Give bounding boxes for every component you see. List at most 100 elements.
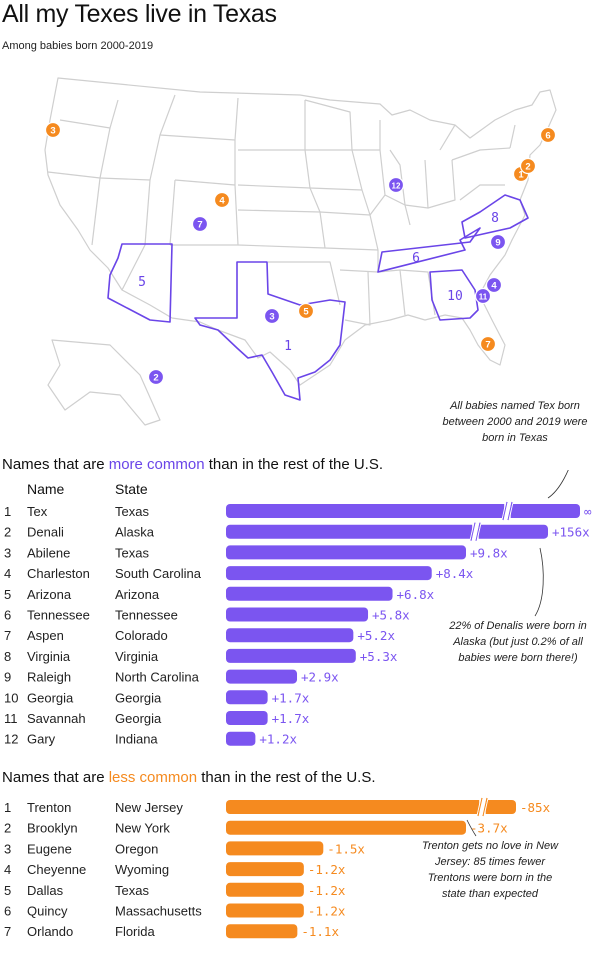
row-rank: 3 (4, 841, 11, 856)
chart-subtitle: Among babies born 2000-2019 (2, 40, 154, 52)
map-marker-more-11: 11 (474, 287, 492, 305)
row-arizona: 5 Arizona Arizona +6.8x (4, 586, 435, 602)
row-state: Florida (115, 924, 156, 939)
row-state: Virginia (115, 649, 159, 664)
data-label: -1.2x (308, 904, 346, 919)
region-label-6: 6 (412, 251, 420, 266)
row-state: New Jersey (115, 800, 183, 815)
data-label: +1.2x (259, 732, 297, 747)
data-label: -85x (520, 800, 551, 815)
row-name: Denali (27, 525, 64, 540)
map-marker-less-6: 6 (539, 126, 557, 144)
row-state: Texas (115, 545, 149, 560)
bar (226, 820, 466, 835)
bar (226, 586, 393, 601)
svg-text:7: 7 (485, 340, 490, 351)
row-name: Aspen (27, 628, 64, 643)
data-label: ∞ (584, 504, 592, 519)
row-name: Abilene (27, 545, 70, 560)
bar (226, 800, 516, 814)
data-label: -1.2x (308, 862, 346, 877)
data-label: +2.9x (301, 670, 339, 685)
row-name: Eugene (27, 841, 72, 856)
row-name: Orlando (27, 924, 73, 939)
row-charleston: 4 Charleston South Carolina +8.4x (4, 566, 474, 581)
data-label: +1.7x (272, 711, 310, 726)
row-raleigh: 9 Raleigh North Carolina +2.9x (4, 669, 339, 685)
row-name: Quincy (27, 904, 68, 919)
more-common-title: Names that are more common than in the r… (2, 456, 384, 473)
bar (226, 628, 354, 643)
row-tex: 1 Tex Texas ∞ (4, 501, 592, 521)
svg-text:11: 11 (479, 293, 488, 302)
region-labels: 1 5 6 8 10 (138, 211, 499, 354)
map-marker-less-5: 5 (297, 302, 315, 320)
svg-text:3: 3 (50, 126, 55, 137)
svg-text:4: 4 (219, 196, 225, 207)
row-quincy: 6 Quincy Massachusetts -1.2x (4, 903, 346, 919)
row-state: North Carolina (115, 670, 200, 685)
row-state: Colorado (115, 628, 168, 643)
annotation-leaders (466, 470, 569, 837)
chart-title: All my Texes live in Texas (2, 0, 277, 28)
bar (226, 669, 298, 684)
row-name: Brooklyn (27, 821, 78, 836)
svg-text:9: 9 (495, 238, 500, 249)
row-rank: 6 (4, 904, 11, 919)
map-marker-more-3: 3 (263, 307, 281, 325)
map-marker-more-12: 12 (387, 176, 405, 194)
svg-text:2: 2 (525, 162, 530, 173)
row-abilene: 3 Abilene Texas +9.8x (4, 545, 508, 560)
row-name: Charleston (27, 566, 90, 581)
row-rank: 11 (4, 711, 18, 726)
row-rank: 3 (4, 545, 11, 560)
svg-text:7: 7 (197, 220, 202, 231)
row-rank: 4 (4, 862, 11, 877)
more-common-rows: 1 Tex Texas ∞ 2 Denali Alaska +156x 3 Abilene Texa… (4, 501, 592, 747)
row-name: Virginia (27, 649, 71, 664)
trenton-annotation: Trenton gets no love in New Jersey: 85 t… (421, 840, 559, 900)
data-label: -3.7x (470, 821, 508, 836)
data-label: -1.5x (327, 841, 365, 856)
data-label: +5.8x (372, 608, 410, 623)
row-rank: 5 (4, 883, 11, 898)
map-marker-less-7: 7 (479, 335, 497, 353)
row-state: Georgia (115, 690, 162, 705)
data-label: +6.8x (397, 587, 435, 602)
virginia-outline (461, 194, 529, 239)
bar (226, 841, 324, 856)
row-name: Raleigh (27, 670, 71, 685)
row-gary: 12 Gary Indiana +1.2x (4, 731, 297, 747)
svg-text:5: 5 (303, 307, 309, 318)
bar (226, 862, 304, 877)
arizona-outline (107, 243, 173, 323)
row-rank: 12 (4, 732, 18, 747)
data-label: +1.7x (272, 690, 310, 705)
column-header-state: State (115, 481, 148, 497)
row-denali: 2 Denali Alaska +156x (4, 522, 590, 542)
row-rank: 2 (4, 525, 11, 540)
svg-text:1: 1 (518, 170, 524, 181)
region-label-8: 8 (491, 211, 499, 226)
bar (226, 504, 580, 518)
map-marker-less-4: 4 (213, 191, 231, 209)
row-name: Cheyenne (27, 862, 86, 877)
row-state: Alaska (115, 525, 155, 540)
region-label-1: 1 (284, 339, 292, 354)
row-savannah: 11 Savannah Georgia +1.7x (4, 711, 310, 726)
bar (226, 882, 304, 897)
row-state: Georgia (115, 711, 162, 726)
row-state: Indiana (115, 732, 158, 747)
row-cheyenne: 4 Cheyenne Wyoming -1.2x (4, 862, 346, 877)
data-label: -1.1x (301, 924, 339, 939)
row-state: South Carolina (115, 566, 202, 581)
svg-text:2: 2 (153, 373, 158, 384)
row-eugene: 3 Eugene Oregon -1.5x (4, 841, 365, 856)
row-state: New York (115, 821, 170, 836)
svg-text:12: 12 (392, 182, 401, 191)
map-marker-more-2: 2 (147, 368, 165, 386)
row-rank: 1 (4, 800, 11, 815)
row-rank: 9 (4, 670, 11, 685)
bar (226, 545, 466, 560)
bar (226, 648, 356, 663)
